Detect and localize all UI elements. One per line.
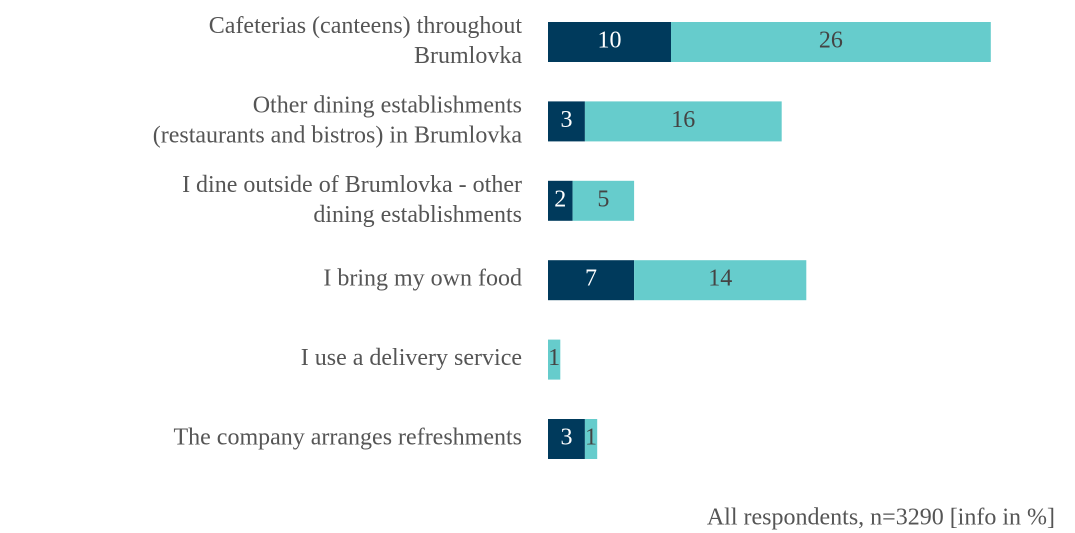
category-label: I use a delivery service: [301, 345, 522, 371]
bar-segment: [548, 419, 585, 459]
category-label: The company arranges refreshments: [173, 425, 522, 451]
value-label: 1: [585, 425, 597, 451]
bar-segment: [548, 260, 635, 301]
value-label: 5: [597, 186, 609, 212]
category-label: Other dining establishments (restaurants …: [153, 92, 523, 148]
value-label: 16: [671, 107, 695, 133]
value-label: 14: [708, 266, 732, 292]
bar-segment: [584, 101, 782, 142]
bar-segment: [548, 339, 561, 380]
footnote: All respondents, n=3290 [info in %]: [707, 505, 1055, 531]
value-label: 10: [598, 28, 622, 54]
value-label: 3: [560, 107, 572, 133]
value-label: 2: [554, 186, 566, 212]
value-label: 3: [560, 425, 572, 451]
bar-segment: [634, 260, 807, 301]
value-label: 7: [585, 266, 597, 292]
bar-segment: [584, 419, 598, 459]
category-label: Cafeterias (canteens) throughout Brumlovk…: [209, 13, 523, 69]
bar-segment: [548, 22, 671, 62]
bar-segment: [548, 180, 573, 221]
bar-segment: [548, 101, 585, 142]
category-label: I bring my own food: [323, 266, 522, 292]
value-label: 1: [548, 345, 560, 371]
bar-segment: [671, 22, 991, 62]
bar-segment: [572, 180, 635, 221]
category-label: I dine outside of Brumlovka - other dinin…: [182, 171, 522, 227]
value-label: 26: [819, 28, 843, 54]
